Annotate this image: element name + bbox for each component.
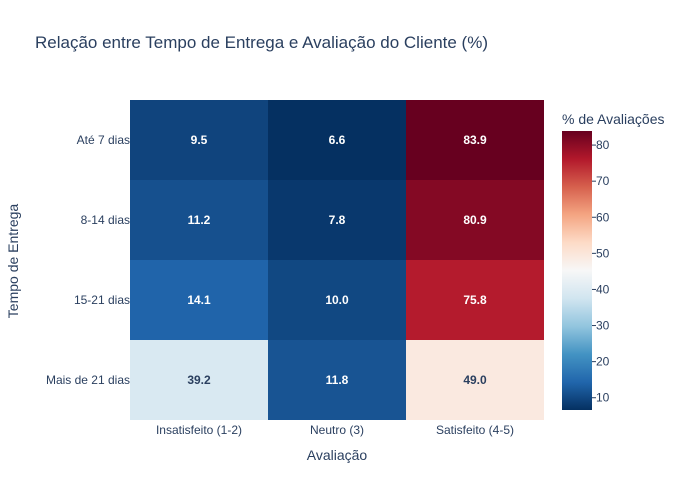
cell-value-label: 9.5 (191, 133, 208, 147)
heatmap-cell (130, 340, 268, 420)
x-axis-title: Avaliação (307, 447, 368, 463)
colorbar-title: % de Avaliações (562, 111, 664, 127)
colorbar-tick-label: 40 (596, 282, 610, 296)
y-tick-label: 15-21 dias (74, 293, 130, 307)
chart-title: Relação entre Tempo de Entrega e Avaliaç… (35, 33, 488, 52)
y-tick-label: Até 7 dias (77, 133, 130, 147)
colorbar-tick-label: 30 (596, 319, 610, 333)
cell-value-label: 10.0 (325, 293, 349, 307)
colorbar-ticks: 10 20 30 40 50 60 70 80 (592, 138, 610, 405)
heatmap-cell-labels: 9.5 6.6 83.9 11.2 7.8 80.9 14.1 10.0 75.8 39.2 11.… (187, 133, 487, 387)
heatmap-cell (406, 340, 544, 420)
heatmap-cell (406, 260, 544, 340)
colorbar-tick-label: 60 (596, 210, 610, 224)
heatmap-cell (130, 260, 268, 340)
cell-value-label: 75.8 (463, 293, 487, 307)
cell-value-label: 39.2 (187, 373, 211, 387)
x-tick-label: Satisfeito (4-5) (436, 423, 514, 437)
colorbar-tick-label: 10 (596, 391, 610, 405)
heatmap-cell (268, 340, 406, 420)
y-axis-title: Tempo de Entrega (5, 204, 21, 319)
colorbar-tick-label: 70 (596, 174, 610, 188)
colorbar-gradient (562, 131, 592, 410)
cell-value-label: 49.0 (463, 373, 487, 387)
cell-value-label: 80.9 (463, 213, 487, 227)
heatmap-cell (268, 100, 406, 180)
x-tick-label: Neutro (3) (310, 423, 364, 437)
y-axis-ticks: Até 7 dias 8-14 dias 15-21 dias Mais de 21 … (46, 133, 130, 387)
x-tick-label: Insatisfeito (1-2) (156, 423, 242, 437)
heatmap-cell (268, 180, 406, 260)
colorbar-tick-label: 20 (596, 355, 610, 369)
colorbar-tick-label: 80 (596, 138, 610, 152)
heatmap-cell (406, 180, 544, 260)
cell-value-label: 11.2 (188, 213, 211, 227)
heatmap-cell (406, 100, 544, 180)
cell-value-label: 83.9 (463, 133, 487, 147)
heatmap-cell (130, 180, 268, 260)
y-tick-label: Mais de 21 dias (46, 373, 130, 387)
cell-value-label: 6.6 (329, 133, 346, 147)
heatmap-cell (130, 100, 268, 180)
y-tick-label: 8-14 dias (81, 213, 130, 227)
heatmap-cells (130, 100, 544, 420)
colorbar-tick-label: 50 (596, 246, 610, 260)
cell-value-label: 11.8 (326, 373, 349, 387)
cell-value-label: 14.1 (187, 293, 211, 307)
cell-value-label: 7.8 (329, 213, 346, 227)
heatmap-cell (268, 260, 406, 340)
colorbar: % de Avaliações 10 20 30 40 50 60 70 80 (562, 111, 664, 410)
x-axis-ticks: Insatisfeito (1-2) Neutro (3) Satisfeito (… (156, 423, 514, 437)
